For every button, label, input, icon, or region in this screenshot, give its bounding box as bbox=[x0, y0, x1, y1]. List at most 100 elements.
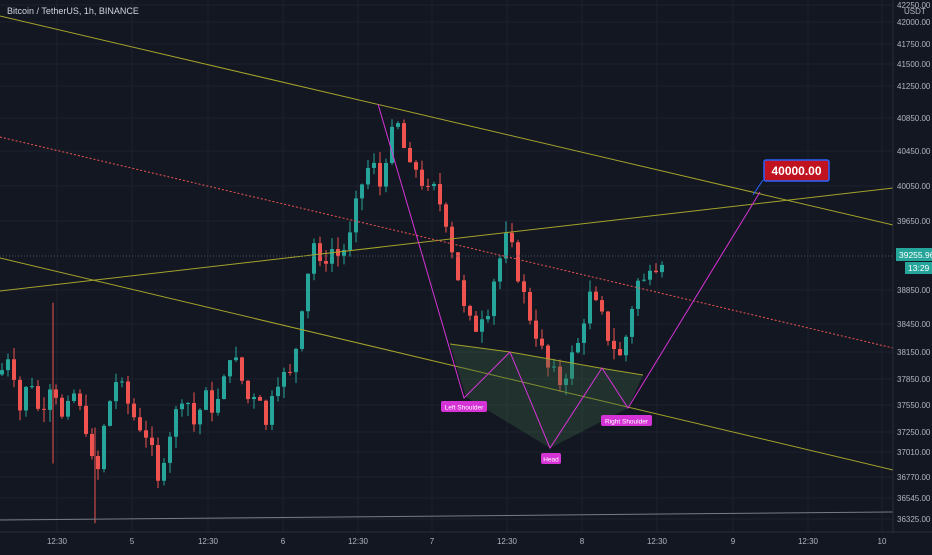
dotted-trendline[interactable] bbox=[0, 136, 894, 349]
bottom-support-line[interactable] bbox=[0, 511, 894, 521]
time-tick-label: 12:30 bbox=[798, 537, 819, 546]
target-callout[interactable]: 40000.00 bbox=[752, 159, 830, 196]
candle-body bbox=[126, 381, 130, 404]
price-tick-label: 40450.00 bbox=[897, 147, 931, 156]
candle-body bbox=[288, 371, 292, 373]
rising-trendline[interactable] bbox=[0, 187, 894, 292]
candle-body bbox=[402, 123, 406, 148]
candle-body bbox=[162, 462, 166, 481]
candle-body bbox=[372, 162, 376, 168]
candle-body bbox=[330, 249, 334, 264]
time-tick-label: 12:30 bbox=[198, 537, 219, 546]
left-shoulder-text: Left Shoulder bbox=[445, 405, 485, 412]
candle-body bbox=[564, 378, 568, 386]
candle-body bbox=[576, 342, 580, 353]
drawing-lines-layer[interactable] bbox=[0, 15, 894, 521]
neckline[interactable] bbox=[449, 343, 644, 376]
candle-body bbox=[462, 280, 466, 306]
candle-body bbox=[96, 456, 100, 470]
price-tick-label: 36545.00 bbox=[897, 494, 931, 503]
candle-body bbox=[468, 305, 472, 316]
candle-body bbox=[612, 340, 616, 350]
candle-body bbox=[228, 360, 232, 377]
candle-body bbox=[660, 264, 664, 273]
right-shoulder-label[interactable]: Right Shoulder bbox=[601, 415, 652, 426]
price-tick-label: 42250.00 bbox=[897, 1, 931, 10]
candle-body bbox=[450, 226, 454, 253]
grid-layer bbox=[0, 0, 893, 532]
candle-body bbox=[504, 232, 508, 259]
pattern-zone bbox=[450, 344, 643, 448]
bar-countdown: 13:29 bbox=[908, 263, 930, 273]
price-tick-label: 41250.00 bbox=[897, 82, 931, 91]
candle-body bbox=[648, 270, 652, 280]
candle-body bbox=[354, 198, 358, 233]
candle-body bbox=[642, 279, 646, 281]
candle-body bbox=[222, 376, 226, 399]
candle-body bbox=[252, 396, 256, 400]
candle-body bbox=[72, 393, 76, 401]
candle-body bbox=[594, 291, 598, 301]
time-axis[interactable]: 12:30 5 12:30 6 12:30 7 12:30 8 12:30 9 12:30 10 bbox=[47, 537, 887, 546]
head-and-shoulders-pattern[interactable] bbox=[377, 103, 761, 450]
price-axis[interactable]: 42250.00 42000.00 41750.00 41500.00 41250.00… bbox=[897, 1, 931, 524]
upper-trendline[interactable] bbox=[0, 15, 894, 226]
candle-body bbox=[192, 403, 196, 425]
target-value: 40000.00 bbox=[771, 164, 821, 178]
candle-body bbox=[264, 400, 268, 425]
price-tick-label: 38850.00 bbox=[897, 286, 931, 295]
candle-body bbox=[348, 232, 352, 250]
candle-body bbox=[186, 403, 190, 405]
candle-body bbox=[306, 273, 310, 312]
last-price-value: 39255.96 bbox=[899, 250, 932, 260]
candle-body bbox=[168, 436, 172, 463]
candle-body bbox=[516, 242, 520, 282]
price-tick-label: 37850.00 bbox=[897, 375, 931, 384]
candle-body bbox=[204, 390, 208, 410]
candle-body bbox=[546, 345, 550, 368]
candle-body bbox=[582, 323, 586, 343]
price-tick-label: 37550.00 bbox=[897, 401, 931, 410]
candle-body bbox=[18, 379, 22, 411]
candle-body bbox=[102, 425, 106, 470]
time-tick-label: 12:30 bbox=[497, 537, 518, 546]
candle-body bbox=[378, 162, 382, 187]
candle-body bbox=[150, 437, 154, 446]
head-label[interactable]: Head bbox=[541, 453, 561, 464]
candle-body bbox=[294, 348, 298, 373]
head-text: Head bbox=[543, 457, 559, 464]
candle-body bbox=[120, 381, 124, 383]
candle-body bbox=[444, 204, 448, 227]
price-tick-label: 41500.00 bbox=[897, 60, 931, 69]
price-axis-unit: USDT bbox=[904, 7, 926, 16]
candle-body bbox=[174, 409, 178, 437]
time-tick-label: 12:30 bbox=[348, 537, 369, 546]
candle-body bbox=[510, 232, 514, 243]
candle-body bbox=[390, 126, 394, 163]
candle-body bbox=[522, 281, 526, 292]
price-tick-label: 36325.00 bbox=[897, 515, 931, 524]
candle-body bbox=[276, 386, 280, 397]
time-tick-label: 12:30 bbox=[47, 537, 68, 546]
candle-body bbox=[42, 408, 46, 410]
candle-body bbox=[420, 169, 424, 186]
candle-body bbox=[366, 167, 370, 185]
candle-body bbox=[318, 243, 322, 262]
time-tick-label: 5 bbox=[130, 537, 135, 546]
candle-body bbox=[570, 352, 574, 379]
candle-body bbox=[270, 396, 274, 425]
candle-body bbox=[474, 315, 478, 332]
candle-body bbox=[360, 184, 364, 199]
lower-trendline[interactable] bbox=[0, 257, 894, 471]
target-box[interactable] bbox=[763, 159, 830, 182]
candle-body bbox=[132, 403, 136, 418]
candle-body bbox=[498, 258, 502, 282]
candle-body bbox=[180, 403, 184, 410]
left-shoulder-label[interactable]: Left Shoulder bbox=[441, 401, 487, 412]
candle-body bbox=[654, 270, 658, 273]
candles-layer bbox=[0, 119, 664, 524]
symbol-title: Bitcoin / TetherUS, 1h, BINANCE bbox=[7, 6, 139, 16]
candle-body bbox=[588, 291, 592, 324]
